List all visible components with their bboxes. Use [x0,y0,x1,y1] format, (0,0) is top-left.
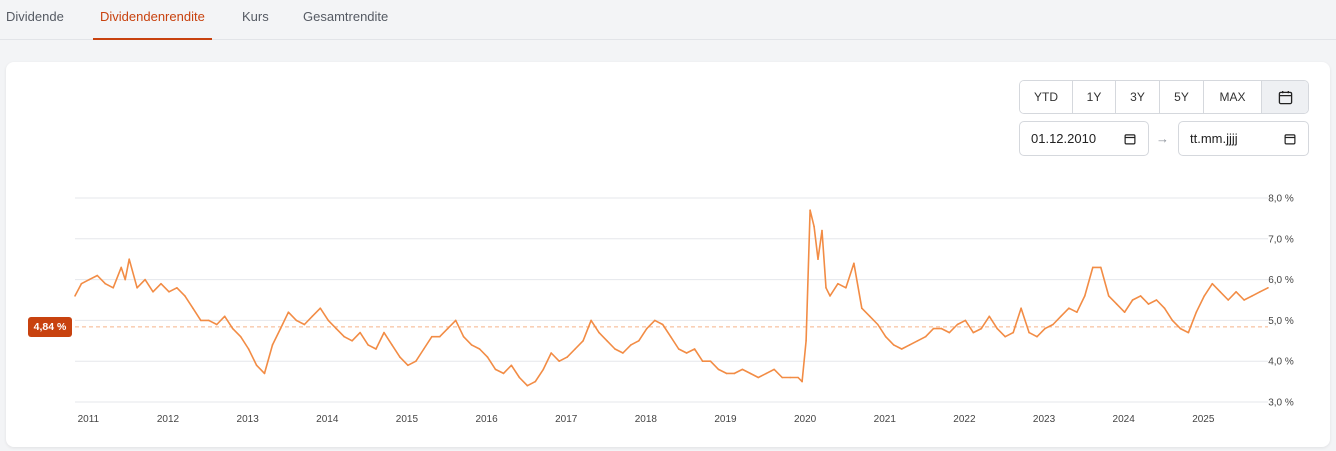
date-from-value: 01.12.2010 [1031,131,1097,146]
current-yield-badge: 4,84 % [28,317,72,337]
range-1y-button[interactable]: 1Y [1073,81,1116,113]
range-ytd-button[interactable]: YTD [1020,81,1073,113]
tab-bar: Dividende Dividendenrendite Kurs Gesamtr… [0,0,1336,40]
tab-gesamtrendite[interactable]: Gesamtrendite [303,9,389,24]
range-5y-button[interactable]: 5Y [1160,81,1204,113]
calendar-icon[interactable] [1284,133,1296,145]
range-max-button[interactable]: MAX [1204,81,1262,113]
tab-dividendenrendite[interactable]: Dividendenrendite [93,0,212,40]
calendar-icon [1278,90,1292,104]
tab-kurs[interactable]: Kurs [242,9,269,24]
tab-dividende[interactable]: Dividende [6,9,64,24]
date-range-arrow: → [1156,131,1169,146]
date-from-input[interactable]: 01.12.2010 [1019,121,1149,156]
range-3y-button[interactable]: 3Y [1116,81,1160,113]
calendar-icon[interactable] [1124,133,1136,145]
chart-card [6,62,1330,447]
date-to-input[interactable]: tt.mm.jjjj [1178,121,1309,156]
date-to-value: tt.mm.jjjj [1190,131,1238,146]
custom-range-button[interactable] [1262,81,1308,113]
range-selector: YTD 1Y 3Y 5Y MAX [1019,80,1309,114]
